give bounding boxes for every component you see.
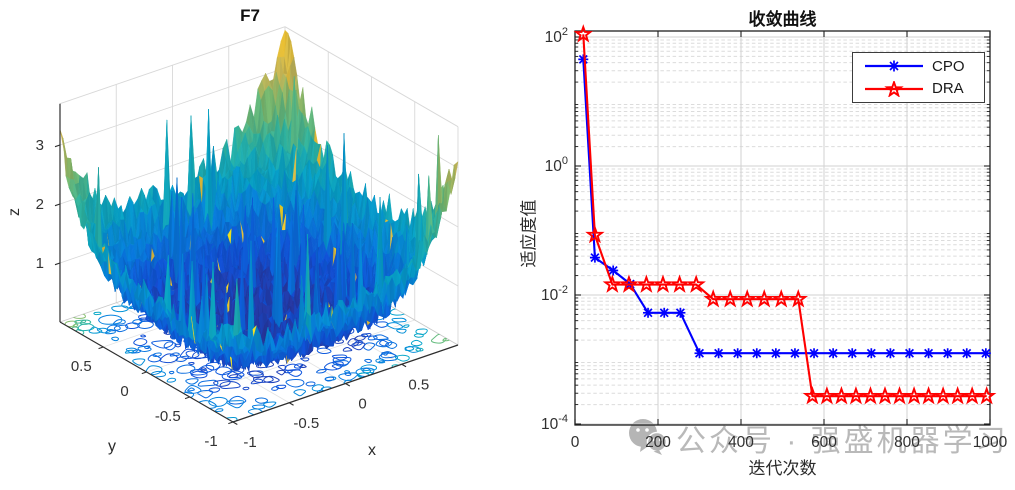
svg-text:102: 102 <box>545 26 568 46</box>
right-xaxis-label: 迭代次数 <box>748 459 817 478</box>
dra-pentagram-markers <box>573 24 997 405</box>
right-yaxis-label: 适应度值 <box>519 199 539 268</box>
legend: CPO DRA <box>852 52 985 103</box>
legend-line-cpo-asterisk-marker <box>865 60 923 72</box>
surface3d-plot-F7 <box>0 0 515 490</box>
svg-text:100: 100 <box>545 155 568 175</box>
watermark: 公众号 · 强盛机器学习 <box>628 416 1009 460</box>
legend-entry-cpo: CPO <box>853 55 984 77</box>
svg-text:10-2: 10-2 <box>541 284 568 304</box>
right-plot-title: 收敛曲线 <box>748 10 817 29</box>
svg-text:10-4: 10-4 <box>541 413 568 433</box>
y-tick-labels: 102 100 10-2 10-4 <box>541 26 568 433</box>
svg-text:800: 800 <box>894 434 920 451</box>
axis-ticks <box>574 31 991 425</box>
axes-box <box>574 30 991 426</box>
series-dra <box>573 24 997 405</box>
left-xaxis-label: x <box>368 442 376 459</box>
svg-text:400: 400 <box>728 434 754 451</box>
legend-label-cpo: CPO <box>932 57 965 75</box>
wechat-icon <box>629 419 668 455</box>
x-tick-labels: 0 200 400 600 800 1000 <box>571 434 1008 451</box>
left-zaxis-label: z <box>6 208 23 216</box>
legend-line-dra-star-marker <box>865 80 923 97</box>
svg-text:1000: 1000 <box>973 434 1008 451</box>
svg-text:0: 0 <box>571 434 580 451</box>
left-plot-title: F7 <box>240 6 260 25</box>
svg-text:600: 600 <box>811 434 837 451</box>
left-yaxis-label: y <box>108 438 116 455</box>
watermark-text: 公众号 · 强盛机器学习 <box>676 425 1009 458</box>
legend-label-dra: DRA <box>932 80 964 98</box>
svg-text:200: 200 <box>645 434 671 451</box>
legend-entry-dra: DRA <box>853 78 984 100</box>
grid-lines <box>575 31 990 425</box>
